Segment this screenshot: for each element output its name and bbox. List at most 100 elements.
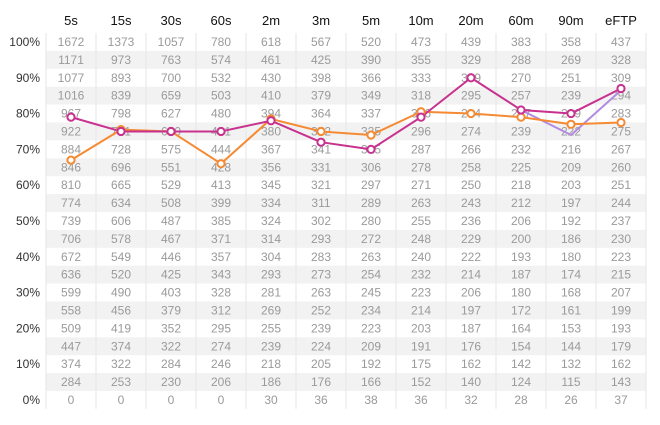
table-cell: 191 (411, 339, 431, 353)
table-cell: 115 (561, 375, 580, 389)
table-cell: 206 (461, 286, 481, 300)
table-cell: 893 (111, 71, 131, 85)
table-cell: 224 (311, 339, 331, 353)
table-cell: 272 (361, 232, 381, 246)
table-cell: 345 (261, 178, 281, 192)
table-cell: 309 (611, 71, 631, 85)
table-cell: 0 (218, 393, 225, 407)
table-cell: 271 (411, 178, 431, 192)
column-headers: 5s 15s 30s 60s 2m 3m 5m 10m 20m 60m 90m eFTP (64, 13, 637, 28)
table-cell: 295 (461, 89, 481, 103)
table-cell: 193 (511, 250, 531, 264)
table-cell: 263 (311, 286, 331, 300)
table-cell: 302 (311, 214, 331, 228)
column-header: eFTP (605, 13, 637, 28)
table-cell: 255 (261, 321, 281, 335)
table-cell: 239 (511, 124, 531, 138)
table-cell: 197 (461, 303, 481, 317)
table-cell: 270 (511, 71, 531, 85)
table-cell: 839 (111, 89, 131, 103)
table-cell: 398 (311, 71, 331, 85)
data-point-magenta (616, 83, 626, 94)
table-cell: 293 (311, 232, 331, 246)
table-cell: 287 (411, 142, 431, 156)
table-cell: 37 (614, 393, 628, 407)
table-cell: 606 (111, 214, 131, 228)
data-point-orange (66, 155, 76, 165)
y-axis: 100% 90% 80% 70% 60% 50% 40% 30% 20% 10% 0% (9, 35, 40, 407)
table-cell: 331 (311, 160, 331, 174)
table-cell: 366 (361, 71, 381, 85)
table-cell: 214 (461, 268, 481, 282)
table-cell: 503 (211, 89, 231, 103)
table-cell: 575 (161, 142, 181, 156)
table-cell: 780 (211, 35, 231, 49)
data-point-orange (616, 117, 626, 128)
table-cell: 266 (461, 142, 481, 156)
table-cell: 798 (111, 107, 131, 121)
table-cell: 634 (111, 196, 131, 210)
y-tick-label: 50% (16, 214, 40, 228)
table-cell: 193 (611, 321, 631, 335)
table-cell: 520 (111, 268, 131, 282)
table-cell: 461 (261, 53, 281, 67)
table-cell: 324 (261, 214, 281, 228)
table-cell: 245 (361, 286, 381, 300)
table-cell: 164 (511, 321, 531, 335)
table-cell: 627 (161, 107, 181, 121)
table-cell: 922 (61, 124, 81, 138)
table-cell: 318 (411, 89, 431, 103)
table-cell: 239 (311, 321, 331, 335)
table-cell: 558 (61, 303, 81, 317)
table-cell: 223 (361, 321, 381, 335)
table-cell: 209 (561, 160, 581, 174)
table-cell: 487 (161, 214, 181, 228)
table-cell: 846 (61, 160, 81, 174)
table-cell: 260 (611, 160, 631, 174)
table-cell: 203 (561, 178, 581, 192)
y-tick-label: 30% (16, 286, 40, 300)
table-cell: 236 (461, 214, 481, 228)
table-cell: 574 (211, 53, 231, 67)
table-cell: 187 (511, 268, 531, 282)
table-cell: 352 (161, 321, 181, 335)
table-cell: 304 (261, 250, 281, 264)
table-cell: 209 (361, 339, 381, 353)
table-cell: 281 (261, 286, 281, 300)
data-point-orange (516, 112, 526, 122)
table-cell: 142 (511, 357, 531, 371)
table-cell: 0 (168, 393, 175, 407)
table-cell: 599 (61, 286, 81, 300)
table-cell: 425 (161, 268, 181, 282)
table-cell: 355 (411, 53, 431, 67)
column-header: 2m (262, 13, 280, 28)
column-header: 20m (458, 13, 483, 28)
table-cell: 706 (61, 232, 81, 246)
table-cell: 263 (411, 196, 431, 210)
column-header: 60m (508, 13, 533, 28)
table-cell: 176 (311, 375, 331, 389)
table-cell: 278 (411, 160, 431, 174)
table-cell: 32 (464, 393, 478, 407)
table-cell: 187 (461, 321, 481, 335)
table-cell: 269 (261, 303, 281, 317)
table-cell: 549 (111, 250, 131, 264)
table-cell: 0 (68, 393, 75, 407)
table-cell: 490 (111, 286, 131, 300)
y-tick-label: 20% (16, 321, 40, 335)
column-header: 10m (408, 13, 433, 28)
table-cell: 251 (561, 71, 581, 85)
table-cell: 739 (61, 214, 81, 228)
table-cell: 225 (511, 160, 531, 174)
column-header: 60s (211, 13, 232, 28)
table-cell: 296 (411, 124, 431, 138)
table-cell: 371 (211, 232, 231, 246)
table-cell: 218 (511, 178, 531, 192)
y-tick-label: 10% (16, 357, 40, 371)
table-cell: 234 (361, 303, 381, 317)
table-cell: 240 (411, 250, 431, 264)
table-cell: 237 (611, 214, 631, 228)
table-cell: 337 (361, 107, 381, 121)
table-cell: 1057 (158, 35, 185, 49)
